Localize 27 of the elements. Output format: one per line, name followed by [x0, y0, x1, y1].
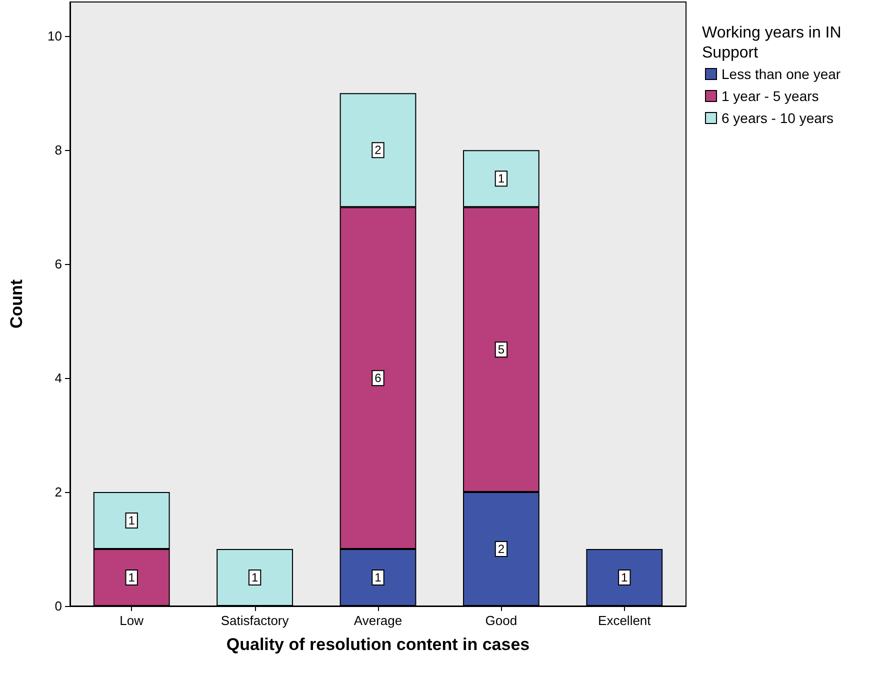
- data-label: 6: [374, 371, 382, 386]
- data-label: 1: [128, 570, 136, 585]
- legend-title: Working years in IN Support: [702, 24, 846, 62]
- data-label: 1: [621, 570, 628, 585]
- x-tick-label: Low: [120, 613, 144, 628]
- y-tick-label: 6: [54, 256, 62, 272]
- x-axis-title: Quality of resolution content in cases: [226, 635, 530, 654]
- y-tick-label: 0: [54, 598, 62, 614]
- data-label: 1: [251, 570, 258, 585]
- data-label: 1: [374, 570, 382, 585]
- legend-label: 1 year - 5 years: [722, 88, 819, 104]
- y-tick-label: 2: [54, 484, 62, 500]
- x-tick-label: Satisfactory: [220, 613, 290, 628]
- x-tick-label: Average: [354, 613, 402, 628]
- data-label: 1: [498, 172, 505, 186]
- legend-label: 6 years - 10 years: [722, 110, 834, 126]
- y-tick-label: 4: [54, 370, 62, 386]
- y-tick-label: 10: [48, 28, 62, 44]
- x-tick-label: Excellent: [598, 613, 652, 628]
- x-tick-label: Good: [485, 613, 518, 628]
- data-label: 2: [374, 143, 382, 158]
- data-label: 1: [128, 514, 136, 528]
- y-axis-title: Count: [7, 279, 26, 329]
- legend-label: Less than one year: [722, 66, 841, 82]
- data-label: 2: [498, 542, 505, 556]
- data-label: 5: [498, 342, 505, 357]
- y-tick-label: 8: [54, 142, 62, 158]
